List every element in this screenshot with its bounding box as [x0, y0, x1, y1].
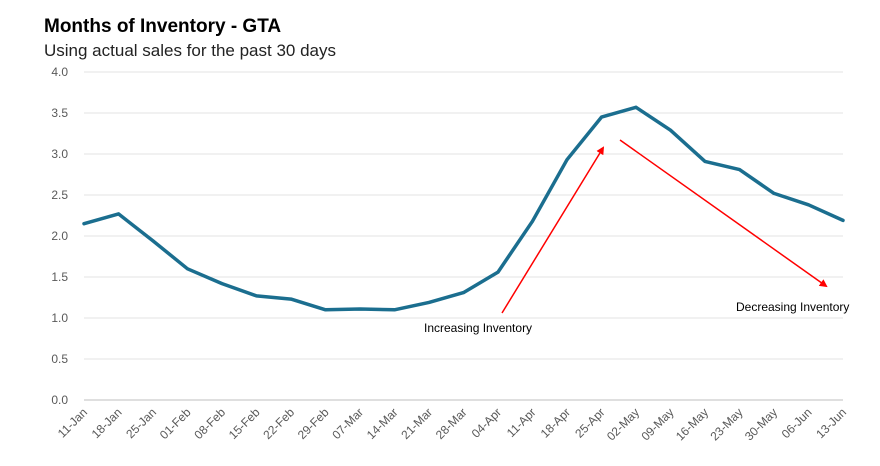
y-axis: 0.0 0.5 1.0 1.5 2.0 2.5 3.0 3.5 4.0 [51, 65, 68, 407]
x-tick-label: 06-Jun [779, 405, 815, 441]
data-point [772, 191, 776, 195]
data-point [738, 168, 741, 172]
x-tick-label: 09-May [638, 405, 676, 443]
gridlines [84, 71, 843, 401]
y-tick-label: 2.5 [51, 188, 68, 202]
annotations: Increasing Inventory Decreasing Inventor… [424, 139, 849, 335]
y-tick-label: 0.5 [51, 352, 68, 366]
data-point [703, 159, 707, 163]
y-tick-label: 3.5 [51, 106, 68, 120]
y-tick-label: 0.0 [51, 393, 68, 407]
data-point [565, 158, 569, 162]
x-tick-label: 04-Apr [469, 405, 504, 440]
y-tick-label: 3.0 [51, 147, 68, 161]
data-point [358, 307, 362, 311]
data-point [600, 115, 603, 119]
x-tick-label: 29-Feb [295, 405, 332, 442]
data-point [634, 105, 638, 109]
y-tick-label: 2.0 [51, 229, 68, 243]
x-tick-label: 07-Mar [329, 405, 366, 442]
x-tick-label: 15-Feb [226, 405, 263, 442]
chart-subtitle: Using actual sales for the past 30 days [44, 41, 336, 60]
y-tick-label: 4.0 [51, 65, 68, 79]
data-point [255, 294, 258, 298]
data-point [151, 239, 155, 243]
chart-title: Months of Inventory - GTA [44, 16, 282, 37]
y-tick-label: 1.5 [51, 270, 68, 284]
data-point [393, 308, 396, 312]
x-tick-label: 11-Jan [55, 405, 90, 440]
x-tick-label: 08-Feb [191, 405, 228, 442]
x-tick-label: 11-Apr [504, 405, 539, 440]
data-point [531, 219, 534, 223]
data-point [496, 270, 500, 274]
x-tick-label: 23-May [707, 405, 745, 443]
data-point [807, 203, 810, 207]
x-tick-label: 25-Apr [572, 405, 607, 440]
data-point [289, 297, 293, 301]
x-axis: 11-Jan18-Jan25-Jan01-Feb08-Feb15-Feb22-F… [55, 405, 849, 443]
data-point [220, 282, 224, 286]
data-point [841, 218, 845, 222]
decreasing-arrow [619, 139, 828, 288]
decreasing-label: Decreasing Inventory [736, 300, 849, 314]
series-line [82, 105, 845, 312]
x-tick-label: 25-Jan [123, 405, 159, 441]
x-tick-label: 30-May [742, 405, 780, 443]
x-tick-label: 02-May [604, 405, 642, 443]
data-point [186, 267, 189, 271]
y-tick-label: 1.0 [51, 311, 68, 325]
x-tick-label: 18-Apr [538, 405, 573, 440]
data-point [462, 291, 465, 295]
x-tick-label: 01-Feb [157, 405, 194, 442]
data-point [82, 222, 86, 226]
increasing-label: Increasing Inventory [424, 321, 532, 335]
x-tick-label: 28-Mar [433, 405, 470, 442]
x-tick-label: 16-May [673, 405, 711, 443]
data-point [324, 308, 327, 312]
increasing-arrow [501, 146, 605, 314]
x-tick-label: 13-Jun [813, 405, 849, 441]
data-point [117, 212, 120, 216]
data-point [669, 128, 672, 132]
x-tick-label: 18-Jan [89, 405, 125, 441]
series-layer [82, 105, 845, 312]
data-point [427, 300, 431, 304]
x-tick-label: 21-Mar [398, 405, 435, 442]
x-tick-label: 22-Feb [260, 405, 297, 442]
x-tick-label: 14-Mar [364, 405, 401, 442]
